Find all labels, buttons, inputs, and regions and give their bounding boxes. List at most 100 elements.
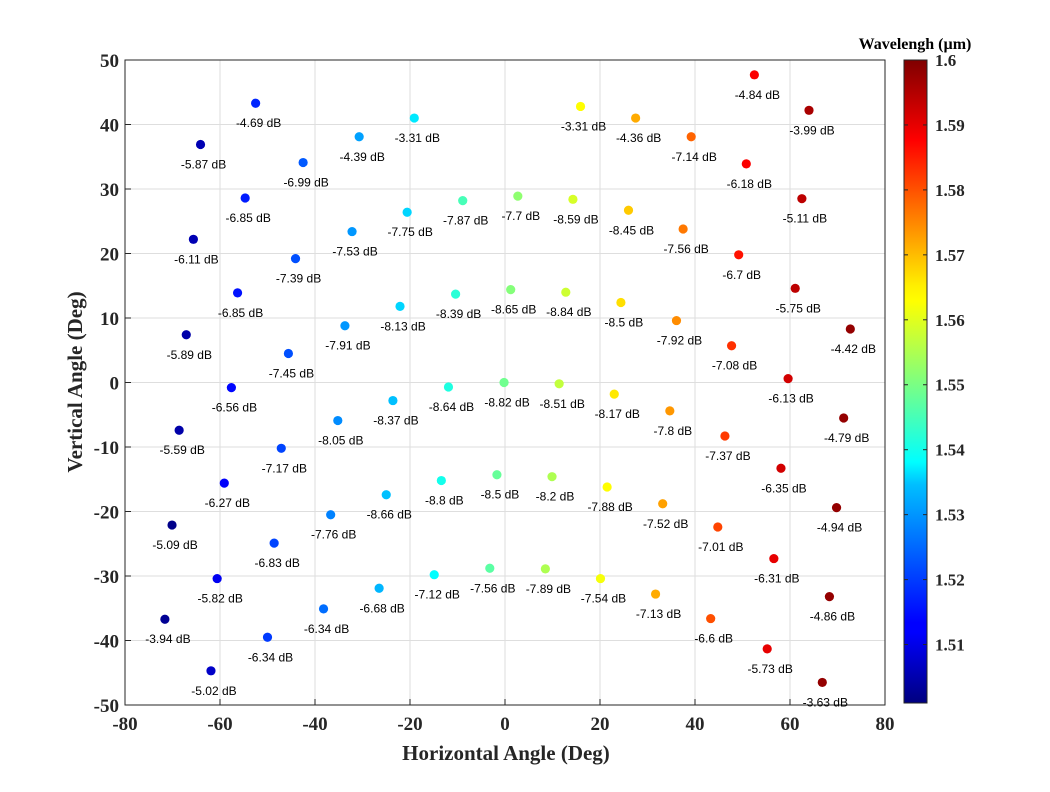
y-tick-label: 20 xyxy=(100,245,119,266)
data-points xyxy=(160,70,855,688)
data-point xyxy=(706,613,716,624)
data-label: -7.91 dB xyxy=(325,339,370,353)
y-tick-label: -40 xyxy=(94,632,119,653)
data-label: -6.85 dB xyxy=(225,211,270,225)
y-tick-label: -10 xyxy=(94,438,119,459)
data-point xyxy=(458,196,468,206)
data-label: -5.89 dB xyxy=(167,348,212,362)
data-point xyxy=(395,301,405,311)
data-label: -6.6 dB xyxy=(694,632,733,646)
y-tick-label: 50 xyxy=(100,51,119,72)
data-label: -7.87 dB xyxy=(443,214,488,228)
x-tick-label: 60 xyxy=(781,714,800,735)
data-label: -6.35 dB xyxy=(761,481,806,495)
data-label: -8.66 dB xyxy=(367,508,412,522)
data-label: -6.56 dB xyxy=(212,401,257,415)
data-label: -8.64 dB xyxy=(429,400,474,414)
y-axis-label: Vertical Angle (Deg) xyxy=(63,291,87,472)
data-label: -7.08 dB xyxy=(712,359,757,373)
y-tick-label: 30 xyxy=(100,180,119,201)
data-point xyxy=(326,510,336,520)
data-label: -7.14 dB xyxy=(672,150,717,164)
data-label: -8.45 dB xyxy=(609,223,654,237)
data-label: -7.92 dB xyxy=(657,334,702,348)
data-labels: -4.69 dB -5.87 dB -4.39 dB -3.31 dB -3.31 dB… xyxy=(145,88,876,710)
data-point xyxy=(429,570,439,580)
data-point xyxy=(831,503,842,513)
data-label: -7.13 dB xyxy=(636,607,681,621)
data-label: -7.8 dB xyxy=(653,424,692,438)
data-point xyxy=(174,425,184,435)
data-label: -3.31 dB xyxy=(395,131,440,145)
data-label: -8.13 dB xyxy=(380,319,425,333)
data-point xyxy=(839,413,849,423)
data-point xyxy=(631,113,641,123)
x-tick-label: 20 xyxy=(591,714,610,735)
data-point xyxy=(824,592,835,602)
data-point xyxy=(686,132,696,142)
data-label: -7.12 dB xyxy=(415,588,460,602)
data-point xyxy=(485,563,495,573)
data-point xyxy=(402,207,412,217)
x-tick-label: 80 xyxy=(876,714,895,735)
x-axis-label: Horizontal Angle (Deg) xyxy=(402,741,610,765)
data-label: -7.89 dB xyxy=(526,582,571,596)
data-point xyxy=(568,194,578,204)
data-point xyxy=(212,573,222,584)
data-point xyxy=(262,632,273,642)
x-tick-label: -40 xyxy=(302,714,327,735)
data-label: -3.31 dB xyxy=(561,119,606,133)
data-label: -7.45 dB xyxy=(269,366,314,380)
colorbar-tick-label: 1.6 xyxy=(935,51,956,70)
data-point xyxy=(749,70,759,80)
colorbar-tick-label: 1.59 xyxy=(935,116,965,135)
data-label: -4.69 dB xyxy=(236,116,281,130)
data-point xyxy=(333,415,343,426)
data-point xyxy=(769,553,779,564)
data-point xyxy=(575,101,586,112)
data-point xyxy=(443,382,454,392)
y-tick-label: -20 xyxy=(94,503,119,524)
data-point xyxy=(561,287,571,297)
data-point xyxy=(409,113,419,123)
data-point xyxy=(845,324,855,334)
y-axis-ticks: -50 -40 -30 -20 -10 0 10 20 30 40 50 xyxy=(94,51,131,717)
data-point xyxy=(817,677,827,688)
data-point xyxy=(492,470,502,480)
x-axis-ticks: -80 -60 -40 -20 0 20 40 60 80 xyxy=(112,699,895,735)
data-point xyxy=(658,499,668,509)
data-point xyxy=(436,475,446,486)
data-point xyxy=(269,538,279,548)
data-point xyxy=(616,297,626,308)
data-label: -5.75 dB xyxy=(776,301,821,315)
data-point xyxy=(354,132,364,142)
data-label: -6.68 dB xyxy=(359,601,404,615)
colorbar-tick-label: 1.54 xyxy=(935,441,965,460)
x-tick-label: -80 xyxy=(112,714,137,735)
colorbar-tick-label: 1.55 xyxy=(935,376,965,395)
data-label: -8.05 dB xyxy=(318,434,363,448)
data-point xyxy=(318,604,329,614)
data-label: -8.65 dB xyxy=(491,303,536,317)
data-label: -7.54 dB xyxy=(581,592,626,606)
data-label: -6.31 dB xyxy=(754,572,799,586)
data-point xyxy=(513,191,523,201)
data-point xyxy=(283,348,293,359)
data-point xyxy=(726,341,737,351)
y-tick-label: 40 xyxy=(100,116,119,137)
data-point xyxy=(298,157,308,168)
data-label: -7.17 dB xyxy=(262,461,307,475)
data-label: -6.11 dB xyxy=(174,252,218,266)
data-point xyxy=(381,490,391,500)
data-point xyxy=(232,288,243,298)
data-label: -5.09 dB xyxy=(152,538,197,552)
data-label: -6.18 dB xyxy=(727,177,772,191)
data-point xyxy=(240,193,250,203)
data-label: -7.37 dB xyxy=(705,449,750,463)
data-label: -8.59 dB xyxy=(553,212,598,226)
data-label: -6.7 dB xyxy=(722,268,761,282)
data-point xyxy=(776,463,786,473)
data-point xyxy=(251,98,261,108)
colorbar-tick-label: 1.58 xyxy=(935,181,965,200)
y-tick-label: 0 xyxy=(110,374,120,395)
